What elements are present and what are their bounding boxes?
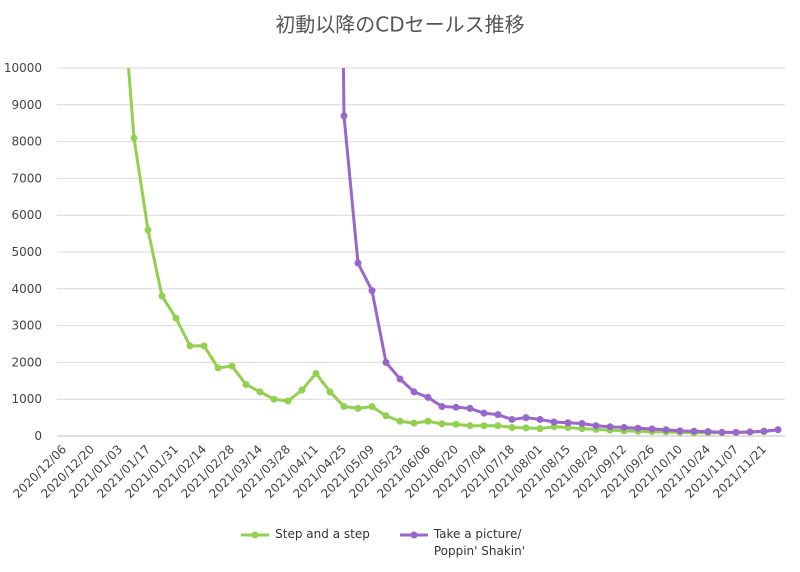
y-tick-label: 10000 [4, 61, 42, 75]
y-tick-label: 4000 [11, 282, 42, 296]
data-point [452, 420, 460, 428]
y-tick-label: 7000 [11, 171, 42, 185]
data-point [774, 426, 782, 434]
data-point [480, 409, 488, 417]
data-point [704, 428, 712, 436]
data-point [340, 403, 348, 411]
data-point [312, 369, 320, 377]
data-point [648, 425, 656, 433]
legend-item: Step and a step [241, 526, 370, 560]
data-point [340, 112, 348, 120]
data-point [158, 292, 166, 300]
data-point [746, 428, 754, 436]
data-point [508, 415, 516, 423]
data-point [732, 428, 740, 436]
data-point [606, 423, 614, 431]
data-point [438, 420, 446, 428]
data-point [536, 425, 544, 433]
data-point [256, 388, 264, 396]
data-point [368, 287, 376, 295]
data-point [424, 417, 432, 425]
data-point [634, 424, 642, 432]
y-tick-label: 5000 [11, 245, 42, 259]
data-point [508, 424, 516, 432]
legend: Step and a step Take a picture/ Poppin' S… [0, 526, 800, 560]
data-point [144, 226, 152, 234]
data-point [620, 424, 628, 432]
data-point [536, 415, 544, 423]
data-point [424, 393, 432, 401]
data-point [452, 403, 460, 411]
data-point [564, 424, 572, 432]
data-point [550, 418, 558, 426]
data-point [438, 403, 446, 411]
legend-label: Take a picture/ Poppin' Shakin' [433, 527, 526, 558]
data-point [578, 419, 586, 427]
data-point [298, 386, 306, 394]
chart-title: 初動以降のCDセールス推移 [275, 13, 524, 37]
data-point [522, 424, 530, 432]
data-point [550, 423, 558, 431]
data-point [690, 427, 698, 435]
legend-key [399, 531, 428, 539]
plot-area [127, 68, 782, 437]
data-point [676, 427, 684, 435]
data-point [242, 380, 250, 388]
data-point [284, 397, 292, 405]
data-point [368, 403, 376, 411]
data-point [200, 342, 208, 350]
data-point [382, 358, 390, 366]
data-point [466, 404, 474, 412]
y-tick-label: 9000 [11, 98, 42, 112]
legend-label: Step and a step [275, 527, 370, 541]
data-point [382, 412, 390, 420]
data-point [592, 422, 600, 430]
data-point [396, 417, 404, 425]
data-point [718, 428, 726, 436]
y-tick-label: 6000 [11, 208, 42, 222]
y-tick-label: 3000 [11, 319, 42, 333]
legend-item: Take a picture/ Poppin' Shakin' [399, 526, 559, 560]
data-point [186, 342, 194, 350]
data-point [396, 375, 404, 383]
data-point [760, 427, 768, 435]
data-point [410, 419, 418, 427]
data-point [662, 426, 670, 434]
y-tick-label: 0 [34, 429, 42, 443]
legend-marker [410, 531, 418, 539]
y-tick-label: 2000 [11, 355, 42, 369]
data-point [130, 134, 138, 142]
y-tick-label: 8000 [11, 135, 42, 149]
data-point [354, 404, 362, 412]
data-point [326, 388, 334, 396]
y-tick-label: 1000 [11, 392, 42, 406]
data-point [228, 362, 236, 370]
data-point [494, 411, 502, 419]
legend-key [241, 531, 270, 539]
data-point [480, 422, 488, 430]
data-point [270, 395, 278, 403]
data-point [466, 422, 474, 430]
series-line [341, 68, 779, 434]
data-point [578, 425, 586, 433]
data-point [214, 364, 222, 372]
data-point [564, 419, 572, 427]
data-point [172, 314, 180, 322]
data-point [410, 388, 418, 396]
data-point [354, 259, 362, 267]
legend-marker [251, 531, 259, 539]
data-point [522, 414, 530, 422]
data-point [494, 422, 502, 430]
